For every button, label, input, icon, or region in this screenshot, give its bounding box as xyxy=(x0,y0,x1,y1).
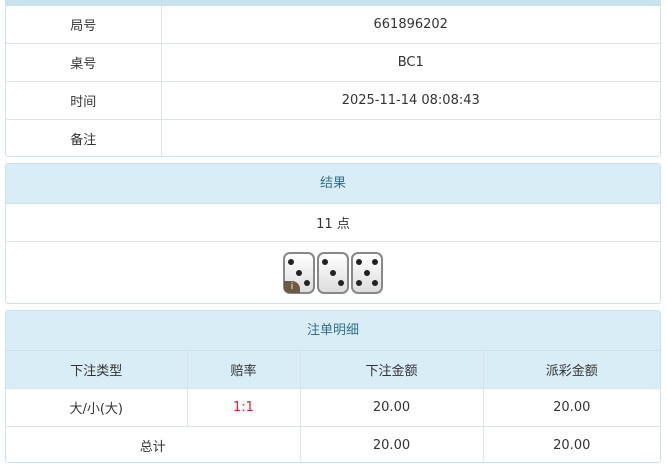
pip xyxy=(371,258,378,265)
dice-row: i xyxy=(6,241,660,303)
die-3-icon xyxy=(317,251,349,294)
result-panel: 结果 11 点 i xyxy=(5,163,661,304)
header-bet-type: 下注类型 xyxy=(6,351,188,389)
header-amount: 下注金额 xyxy=(299,351,484,389)
pip xyxy=(303,280,310,287)
label-round: 局号 xyxy=(6,6,162,44)
die-5-icon xyxy=(351,251,383,294)
label-table: 桌号 xyxy=(6,43,162,82)
total-label: 总计 xyxy=(6,426,301,462)
header-payout: 派彩金额 xyxy=(482,351,660,389)
table-row: 桌号 BC1 xyxy=(6,43,660,82)
pip xyxy=(356,280,363,287)
pip xyxy=(322,258,329,265)
bets-panel: 注单明细 下注类型 赔率 下注金额 派彩金额 大/小(大) 1:1 20.00 … xyxy=(5,310,661,463)
total-amount: 20.00 xyxy=(299,426,484,462)
value-remark xyxy=(160,119,660,156)
table-row: 大/小(大) 1:1 20.00 20.00 xyxy=(6,388,660,427)
pip xyxy=(330,269,336,276)
label-remark: 备注 xyxy=(6,119,162,156)
bet-type: 大/小(大) xyxy=(6,388,188,427)
result-title: 结果 xyxy=(6,164,660,204)
bet-odds: 1:1 xyxy=(186,388,301,427)
table-header: 下注类型 赔率 下注金额 派彩金额 xyxy=(6,351,660,389)
pip xyxy=(356,258,363,265)
pip xyxy=(371,280,378,287)
value-table: BC1 xyxy=(160,43,660,82)
table-row: 备注 xyxy=(6,119,660,156)
result-points: 11 点 xyxy=(6,204,660,242)
pip xyxy=(337,280,344,287)
value-time: 2025-11-14 08:08:43 xyxy=(160,81,660,120)
bet-amount: 20.00 xyxy=(299,388,484,427)
info-panel: 局号 661896202 桌号 BC1 时间 2025-11-14 08:08:43 … xyxy=(5,0,661,157)
label-time: 时间 xyxy=(6,81,162,120)
table-row: 局号 661896202 xyxy=(6,6,660,44)
value-round: 661896202 xyxy=(160,6,660,44)
total-payout: 20.00 xyxy=(482,426,660,462)
pip xyxy=(296,269,302,276)
die-3-icon: i xyxy=(283,251,315,294)
dice-group: i xyxy=(282,251,384,294)
header-odds: 赔率 xyxy=(186,351,301,389)
pip xyxy=(288,258,295,265)
table-row: 时间 2025-11-14 08:08:43 xyxy=(6,81,660,120)
bets-title: 注单明细 xyxy=(6,311,660,351)
total-row: 总计 20.00 20.00 xyxy=(6,426,660,462)
info-icon[interactable]: i xyxy=(284,280,300,293)
bet-payout: 20.00 xyxy=(482,388,660,427)
pip xyxy=(364,269,370,276)
